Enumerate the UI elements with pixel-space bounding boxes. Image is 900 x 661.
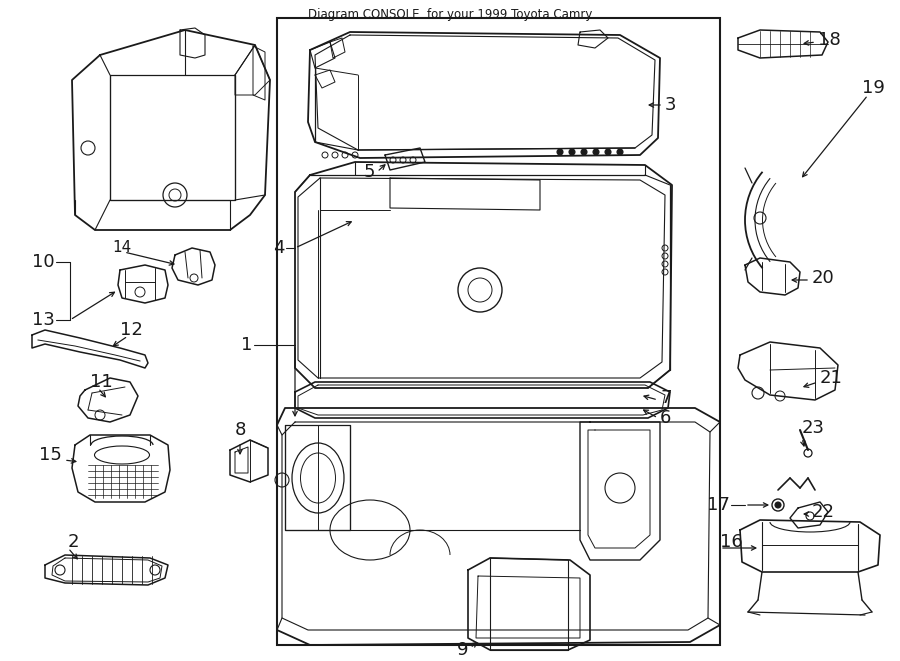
Text: 4: 4	[274, 239, 285, 257]
Circle shape	[557, 149, 563, 155]
Text: Diagram CONSOLE. for your 1999 Toyota Camry: Diagram CONSOLE. for your 1999 Toyota Ca…	[308, 8, 592, 21]
Bar	[277, 18, 720, 645]
Circle shape	[569, 149, 575, 155]
Circle shape	[617, 149, 623, 155]
Text: 2: 2	[68, 533, 79, 551]
Text: 6: 6	[660, 409, 671, 427]
Text: 7: 7	[660, 389, 671, 407]
Text: 11: 11	[90, 373, 112, 391]
Circle shape	[593, 149, 599, 155]
Text: 10: 10	[32, 253, 55, 271]
Text: 19: 19	[862, 79, 885, 97]
Circle shape	[775, 502, 781, 508]
Circle shape	[581, 149, 587, 155]
Text: 22: 22	[812, 503, 835, 521]
Text: 20: 20	[812, 269, 835, 287]
Text: 1: 1	[240, 336, 252, 354]
Text: 21: 21	[820, 369, 843, 387]
Text: 3: 3	[665, 96, 677, 114]
Text: 18: 18	[818, 31, 841, 49]
Text: 13: 13	[32, 311, 55, 329]
Text: 23: 23	[802, 419, 825, 437]
Text: 14: 14	[112, 241, 131, 256]
Text: 15: 15	[39, 446, 62, 464]
Text: 8: 8	[234, 421, 246, 439]
Text: 17: 17	[707, 496, 730, 514]
Text: 9: 9	[456, 641, 468, 659]
Text: 16: 16	[720, 533, 742, 551]
Text: 5: 5	[364, 163, 375, 181]
Text: 12: 12	[120, 321, 143, 339]
Circle shape	[605, 149, 611, 155]
